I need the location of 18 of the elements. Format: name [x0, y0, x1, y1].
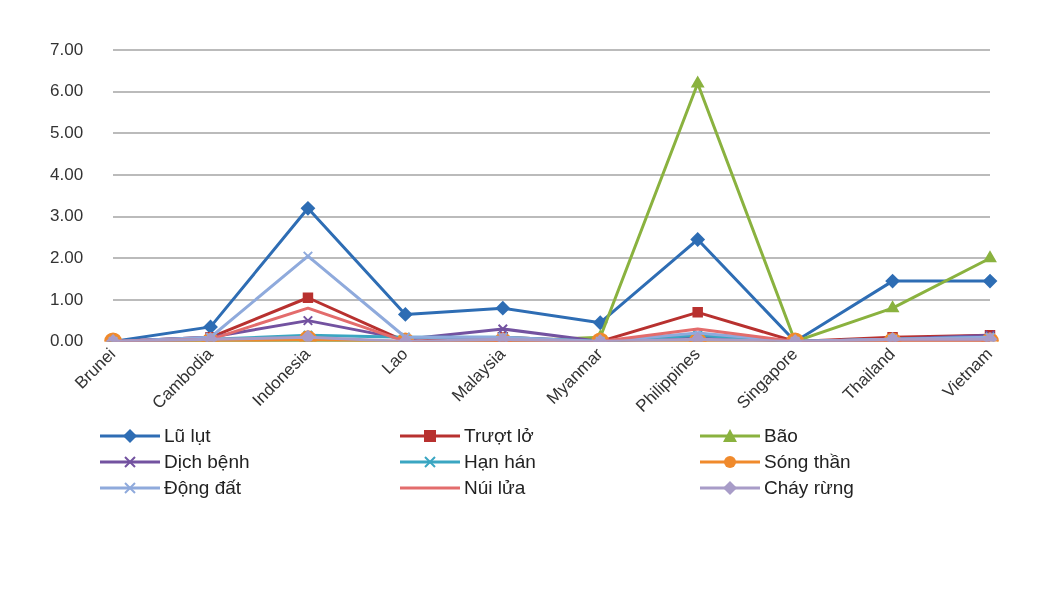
y-tick-label: 2.00: [49, 247, 84, 267]
y-tick-label: 7.00: [49, 39, 84, 59]
legend-label: Dịch bệnh: [164, 451, 250, 473]
y-tick-label: 3.00: [49, 206, 84, 226]
y-tick-label: 4.00: [49, 164, 84, 184]
legend-label: Sóng thần: [764, 451, 851, 473]
legend-label: Núi lửa: [464, 477, 526, 499]
y-tick-label: 1.00: [49, 289, 84, 309]
legend-label: Trượt lở: [464, 425, 534, 447]
legend-label: Bão: [764, 425, 798, 447]
legend-label: Cháy rừng: [764, 477, 854, 499]
legend-label: Động đất: [164, 477, 242, 499]
y-tick-label: 0.00: [49, 331, 84, 351]
legend-label: Lũ lụt: [164, 425, 211, 447]
y-tick-label: 6.00: [49, 81, 84, 101]
y-tick-label: 5.00: [49, 123, 84, 143]
x-tick-label: Lao: [378, 344, 412, 378]
legend-label: Hạn hán: [464, 451, 536, 473]
